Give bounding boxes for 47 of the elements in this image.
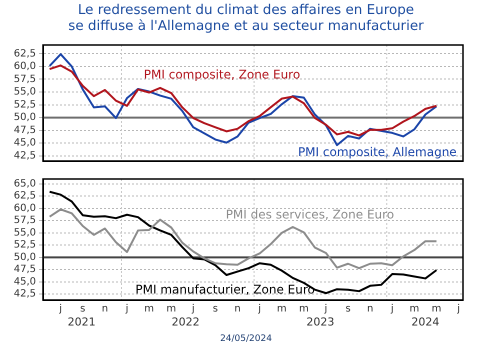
x-tick-label: m [166, 304, 176, 315]
y-tick-label: 47,5 [14, 264, 36, 276]
text: 2024 [411, 315, 440, 328]
y-tick-label: 57,5 [14, 215, 36, 226]
x-tick-label: j [257, 304, 262, 315]
x-tick-label: m [298, 304, 309, 315]
x-tick-label: j [324, 304, 328, 315]
y-tick-label: 55,0 [14, 227, 36, 238]
y-tick-label: 55,0 [14, 86, 36, 98]
text: 2021 [68, 315, 96, 328]
text: 2022 [172, 315, 200, 328]
x-tick-label: n [366, 304, 374, 315]
y-tick-label: 65,0 [14, 178, 36, 190]
chart-title: Le redressement du climat des affaires en Europe se diffuse à l'Allemagne et au secteur manufacturier [67, 1, 425, 36]
series-label: PMI composite, Allemagne [298, 145, 457, 160]
x-tick-label: m [409, 304, 420, 315]
y-tick-label: 57,5 [14, 74, 36, 85]
x-tick-label: j [58, 304, 62, 315]
x-tick-label: n [234, 304, 241, 315]
x-tick-label: s [345, 304, 351, 315]
series-label: PMI des services, Zone Euro [226, 207, 394, 222]
y-tick-label: 52,5 [14, 240, 36, 251]
y-tick-label: 62,5 [14, 190, 36, 202]
y-tick-label: 47,5 [14, 124, 36, 136]
x-tick-label: j [190, 304, 195, 315]
x-tick-label: m [144, 304, 154, 315]
y-tick-label: 50,0 [14, 112, 36, 124]
text: 24/05/2024 [219, 334, 273, 345]
x-tick-label: n [102, 304, 108, 315]
y-tick-label: 42,5 [14, 288, 36, 300]
x-tick-label: m [432, 304, 442, 315]
y-tick-label: 45,0 [14, 138, 36, 149]
y-tick-label: 50,0 [14, 252, 36, 263]
x-tick-label: j [456, 304, 460, 315]
x-tick-label: m [276, 304, 287, 315]
x-tick-label: j [390, 304, 394, 315]
y-tick-label: 45,0 [14, 276, 36, 288]
series-label: PMI composite, Zone Euro [144, 67, 300, 82]
x-tick-label: j [124, 304, 128, 315]
x-tick-label: s [80, 304, 86, 315]
y-tick-label: 60,0 [14, 61, 36, 72]
x-tick-label: s [212, 304, 218, 315]
y-tick-label: 60,0 [14, 202, 36, 214]
y-tick-label: 42,5 [14, 150, 36, 162]
text: 2023 [306, 315, 334, 328]
y-tick-label: 52,5 [14, 99, 36, 110]
y-tick-label: 62,5 [14, 48, 36, 60]
